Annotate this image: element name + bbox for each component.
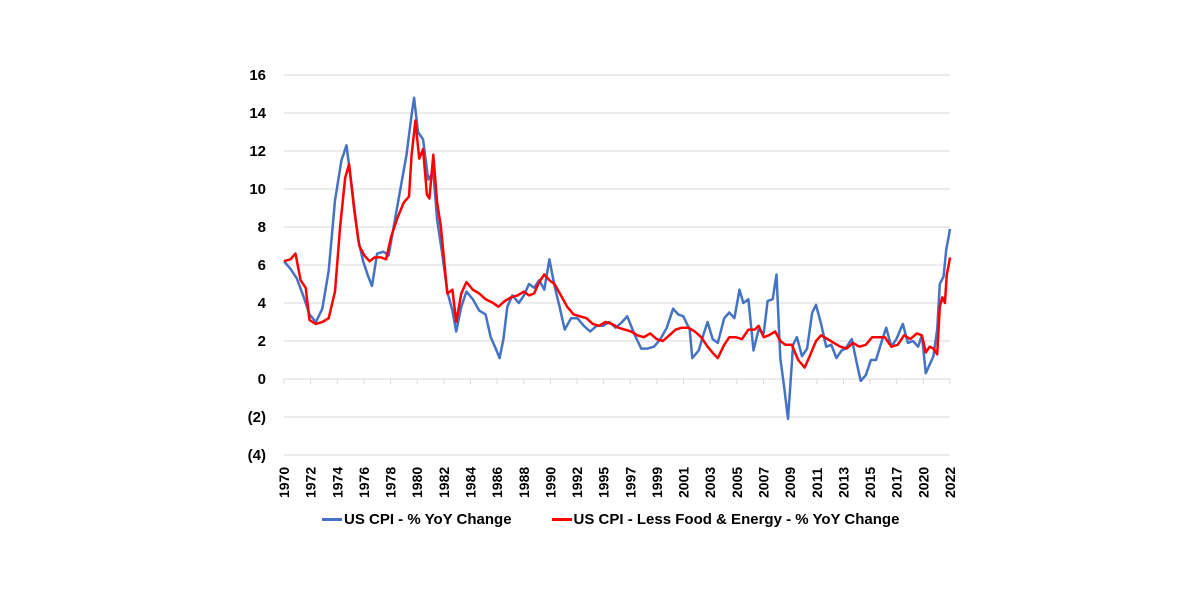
x-tick-label: 1970	[276, 467, 292, 498]
x-tick-label: 2020	[915, 467, 931, 498]
y-tick-label: (4)	[248, 447, 266, 464]
y-axis-ticks: 16 14 12 10 8 6 4 2 0 (2) (4)	[248, 67, 267, 464]
y-tick-label: 6	[258, 257, 266, 274]
x-tick-label: 1974	[329, 467, 345, 498]
legend-swatch-cpi	[322, 518, 342, 521]
series-line-core-cpi	[283, 119, 952, 369]
x-tick-label: 1972	[303, 467, 319, 498]
x-tick-label: 1978	[383, 467, 399, 498]
x-tick-label: 1992	[569, 467, 585, 498]
x-axis	[283, 378, 951, 384]
x-tick-label: 2013	[835, 467, 851, 498]
legend-label-cpi: US CPI - % YoY Change	[344, 511, 512, 528]
y-tick-label: 0	[258, 371, 266, 388]
legend-swatch-core-cpi	[551, 518, 572, 521]
x-tick-label: 1976	[356, 467, 372, 498]
x-axis-ticks: 1970 1972 1974 1976 1978 1980 1982 1984 1986 1988…	[276, 467, 958, 498]
x-tick-label: 1997	[622, 467, 638, 498]
x-tick-label: 1986	[489, 467, 505, 498]
x-tick-label: 2007	[756, 467, 772, 498]
series-lines	[283, 96, 952, 421]
x-tick-label: 2011	[809, 467, 825, 498]
y-tick-label: 8	[258, 219, 266, 236]
gridlines	[284, 74, 950, 456]
x-tick-label: 1982	[436, 467, 452, 498]
y-tick-label: 14	[249, 105, 266, 122]
series-line-cpi	[283, 96, 952, 421]
x-tick-label: 2015	[862, 467, 878, 498]
y-tick-label: 12	[249, 143, 266, 160]
x-tick-label: 2001	[676, 467, 692, 498]
x-tick-label: 1980	[409, 467, 425, 498]
x-tick-label: 1995	[596, 467, 612, 498]
y-tick-label: 4	[258, 295, 267, 312]
x-tick-label: 2005	[729, 467, 745, 498]
x-tick-label: 1988	[516, 467, 532, 498]
x-tick-label: 2003	[702, 467, 718, 498]
y-tick-label: (2)	[248, 409, 266, 426]
x-tick-label: 2022	[942, 467, 958, 498]
legend-label-core-cpi: US CPI - Less Food & Energy - % YoY Chan…	[573, 511, 900, 528]
legend-item-core-cpi: US CPI - Less Food & Energy - % YoY Chan…	[551, 511, 900, 528]
x-tick-label: 2017	[889, 467, 905, 498]
legend-item-cpi: US CPI - % YoY Change	[322, 511, 512, 528]
legend: US CPI - % YoY Change US CPI - Less Food…	[322, 511, 939, 528]
y-tick-label: 10	[249, 181, 266, 198]
y-tick-label: 16	[249, 67, 266, 84]
x-tick-label: 1999	[649, 467, 665, 498]
y-tick-label: 2	[258, 333, 266, 350]
x-tick-label: 1990	[542, 467, 558, 498]
x-tick-label: 1984	[462, 467, 478, 498]
x-tick-label: 2009	[782, 467, 798, 498]
